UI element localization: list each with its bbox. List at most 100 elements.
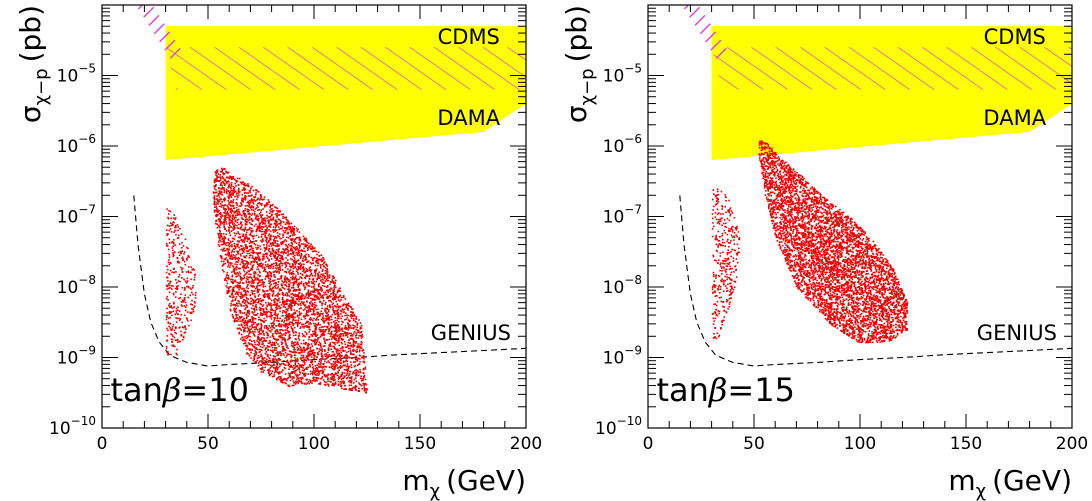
- scatter-point: [287, 316, 289, 319]
- scatter-point: [322, 279, 325, 281]
- scatter-point: [298, 369, 301, 371]
- scatter-point: [362, 372, 365, 375]
- scatter-point: [333, 335, 335, 338]
- scatter-point: [318, 383, 321, 385]
- scatter-point: [276, 267, 278, 270]
- scatter-point: [251, 344, 253, 346]
- scatter-point: [308, 336, 311, 338]
- scatter-point: [314, 365, 317, 367]
- scatter-point: [345, 388, 348, 390]
- scatter-point: [240, 291, 242, 294]
- scatter-point: [250, 214, 253, 216]
- scatter-point: [342, 304, 344, 307]
- scatter-point: [173, 231, 175, 233]
- scatter-point: [297, 266, 300, 268]
- scatter-point: [276, 232, 279, 234]
- scatter-point: [270, 316, 272, 318]
- scatter-point: [240, 214, 243, 217]
- scatter-point: [282, 369, 284, 372]
- scatter-point: [296, 254, 299, 256]
- scatter-point: [332, 277, 334, 279]
- scatter-point: [251, 286, 254, 288]
- scatter-point: [295, 280, 298, 282]
- scatter-point: [280, 328, 283, 331]
- scatter-point: [303, 383, 306, 385]
- scatter-point: [265, 240, 268, 243]
- scatter-point: [242, 210, 245, 212]
- scatter-point: [299, 264, 302, 267]
- scatter-point: [272, 229, 274, 231]
- scatter-point: [314, 250, 316, 252]
- scatter-point: [304, 245, 307, 247]
- scatter-point: [292, 232, 295, 235]
- scatter-point: [265, 271, 267, 273]
- scatter-point: [238, 331, 240, 334]
- scatter-point: [296, 278, 299, 281]
- scatter-point: [215, 172, 218, 174]
- scatter-point: [226, 212, 229, 214]
- scatter-point: [316, 366, 318, 369]
- scatter-point: [287, 372, 290, 375]
- scatter-point: [352, 343, 355, 346]
- scatter-point: [264, 352, 267, 355]
- scatter-point: [262, 286, 265, 288]
- scatter-point: [187, 255, 190, 257]
- scatter-point: [238, 212, 241, 214]
- scatter-point: [297, 379, 300, 382]
- scatter-point: [340, 332, 343, 335]
- scatter-point: [355, 371, 357, 374]
- scatter-point: [288, 331, 291, 333]
- scatter-point: [327, 310, 330, 313]
- scatter-point: [314, 325, 317, 328]
- scatter-point: [258, 275, 261, 277]
- scatter-point: [308, 311, 310, 313]
- scatter-point: [293, 301, 295, 303]
- scatter-point: [252, 241, 255, 243]
- scatter-point: [246, 261, 249, 264]
- scatter-point: [248, 319, 251, 321]
- scatter-point: [303, 297, 306, 300]
- scatter-point: [280, 276, 282, 279]
- scatter-point: [327, 380, 329, 382]
- scatter-point: [341, 373, 344, 376]
- scatter-point: [306, 300, 308, 302]
- scatter-point: [177, 229, 179, 232]
- scatter-point: [247, 200, 249, 203]
- scatter-point: [174, 244, 177, 246]
- scatter-point: [301, 369, 304, 372]
- scatter-point: [278, 271, 280, 273]
- scatter-point: [278, 293, 281, 296]
- scatter-point: [237, 196, 239, 198]
- scatter-point: [254, 272, 257, 275]
- scatter-point: [223, 235, 226, 238]
- scatter-point: [217, 201, 220, 203]
- scatter-point: [184, 301, 187, 304]
- scatter-point: [235, 266, 238, 268]
- scatter-point: [254, 256, 257, 259]
- scatter-point: [316, 364, 319, 367]
- scatter-point: [183, 332, 186, 334]
- scatter-point: [269, 272, 272, 275]
- scatter-point: [330, 365, 333, 367]
- scatter-point: [350, 332, 352, 335]
- scatter-point: [253, 313, 255, 316]
- scatter-point: [347, 304, 350, 306]
- scatter-point: [322, 329, 325, 331]
- scatter-point: [186, 259, 188, 261]
- scatter-point: [328, 361, 330, 364]
- scatter-point: [263, 230, 265, 233]
- scatter-point: [220, 243, 223, 246]
- scatter-point: [285, 355, 288, 357]
- scatter-point: [253, 286, 255, 288]
- scatter-point: [294, 357, 296, 359]
- scatter-point: [321, 357, 323, 360]
- scatter-point: [213, 185, 215, 187]
- scatter-point: [329, 290, 331, 292]
- scatter-point: [277, 234, 279, 237]
- scatter-point: [295, 236, 298, 239]
- scatter-point: [302, 302, 305, 305]
- scatter-point: [319, 312, 322, 315]
- scatter-point: [331, 384, 333, 386]
- scatter-point: [301, 356, 304, 358]
- scatter-point: [218, 218, 220, 220]
